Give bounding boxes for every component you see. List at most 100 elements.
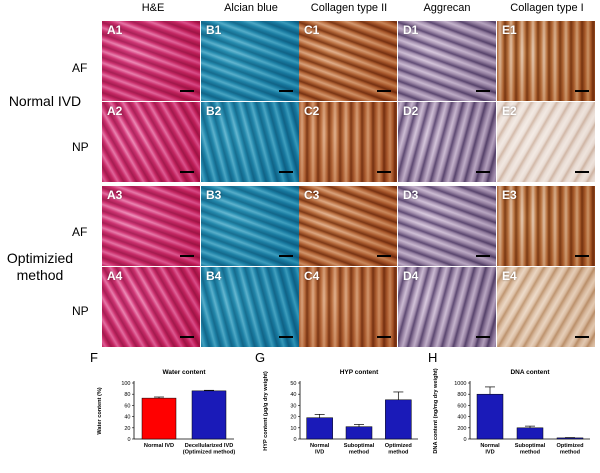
y-tick-label: 20 — [124, 426, 130, 432]
column-header-collagen-i: Collagen type I — [510, 2, 584, 14]
column-header-collagen-ii: Collagen type II — [310, 2, 388, 14]
y-tick-label: 0 — [127, 437, 130, 443]
tissue-texture — [201, 267, 299, 347]
histology-tile-b3: B3 — [201, 186, 299, 266]
tissue-texture — [102, 267, 200, 347]
row-label-np-1: NP — [72, 140, 89, 154]
y-tick-label: 600 — [457, 403, 466, 409]
histology-tile-b2: B2 — [201, 102, 299, 182]
tile-label: E3 — [502, 188, 517, 202]
panel-letter-g: G — [255, 350, 266, 365]
category-label: Normal IVD — [480, 443, 500, 456]
category-label: Optimized method — [385, 443, 413, 456]
tissue-texture — [201, 21, 299, 101]
row-label-np-2: NP — [72, 304, 89, 318]
histology-tile-d3: D3 — [398, 186, 496, 266]
y-tick-label: 200 — [457, 426, 466, 432]
y-tick-label: 100 — [121, 381, 130, 387]
tissue-texture — [497, 186, 595, 266]
tile-label: D1 — [403, 23, 419, 37]
tissue-texture — [299, 186, 397, 266]
histology-tile-c3: C3 — [299, 186, 397, 266]
scale-bar — [180, 336, 194, 338]
dna-content-chart: DNA content DNA content (ng/mg dry weight… — [433, 368, 590, 456]
bar-2 — [556, 437, 584, 440]
histology-tile-c2: C2 — [299, 102, 397, 182]
chart-title: HYP content — [340, 369, 379, 376]
scale-bar — [377, 336, 391, 338]
y-tick-label: 40 — [124, 415, 130, 421]
tissue-texture — [102, 186, 200, 266]
tissue-texture — [398, 102, 496, 182]
category-label: Normal IVD — [144, 443, 174, 449]
histology-tile-e3: E3 — [497, 186, 595, 266]
tissue-texture — [497, 267, 595, 347]
category-label: Suboptimal method — [515, 443, 546, 456]
tile-label: B2 — [206, 104, 222, 118]
tissue-texture — [398, 186, 496, 266]
tile-label: A2 — [107, 104, 123, 118]
tissue-texture — [299, 267, 397, 347]
y-tick-label: 80 — [124, 392, 130, 398]
bar-0 — [306, 417, 333, 440]
histology-tile-a4: A4 — [102, 267, 200, 347]
bar-2 — [385, 399, 412, 440]
scale-bar — [377, 90, 391, 92]
scale-bar — [180, 171, 194, 173]
tile-label: C4 — [304, 269, 320, 283]
scale-bar — [279, 90, 293, 92]
scale-bar — [575, 171, 589, 173]
scale-bar — [377, 171, 391, 173]
tile-label: D3 — [403, 188, 419, 202]
tissue-texture — [299, 21, 397, 101]
histology-tile-a2: A2 — [102, 102, 200, 182]
panel-letter-h: H — [428, 350, 438, 365]
bar-1 — [191, 390, 227, 440]
y-axis-label: DNA content (ng/mg dry weight) — [433, 368, 439, 453]
histology-tile-e1: E1 — [497, 21, 595, 101]
category-label: Decellularized IVD (Optimized method) — [183, 443, 236, 456]
tile-label: B1 — [206, 23, 222, 37]
tile-label: D2 — [403, 104, 419, 118]
histology-tile-d4: D4 — [398, 267, 496, 347]
y-tick-label: 60 — [124, 403, 130, 409]
scale-bar — [476, 255, 490, 257]
y-tick-label: 0 — [463, 437, 466, 443]
tile-label: B3 — [206, 188, 222, 202]
row-label-af-1: AF — [72, 61, 88, 75]
scale-bar — [476, 171, 490, 173]
tile-label: E1 — [502, 23, 517, 37]
tile-label: A1 — [107, 23, 123, 37]
tissue-texture — [398, 21, 496, 101]
tile-label: C2 — [304, 104, 320, 118]
histology-tile-d2: D2 — [398, 102, 496, 182]
scale-bar — [180, 90, 194, 92]
scale-bar — [377, 255, 391, 257]
tissue-texture — [299, 102, 397, 182]
group-label-normal-ivd: Normal IVD — [8, 93, 82, 109]
panel-letter-f: F — [90, 350, 98, 365]
hyp-content-chart: HYP content HYP content (µg/g dry weight)… — [263, 369, 418, 456]
tile-label: A4 — [107, 269, 123, 283]
tissue-texture — [201, 102, 299, 182]
scale-bar — [279, 336, 293, 338]
tissue-texture — [102, 21, 200, 101]
scale-bar — [575, 255, 589, 257]
tile-label: E4 — [502, 269, 517, 283]
category-label: Optimized method — [556, 443, 584, 456]
scale-bar — [279, 255, 293, 257]
y-axis-label: HYP content (µg/g dry weight) — [263, 371, 269, 451]
tissue-texture — [201, 186, 299, 266]
histology-tile-b1: B1 — [201, 21, 299, 101]
category-label: Normal IVD — [310, 443, 330, 456]
tile-label: A3 — [107, 188, 123, 202]
histology-tile-e4: E4 — [497, 267, 595, 347]
tile-label: C1 — [304, 23, 320, 37]
y-tick-label: 0 — [293, 437, 296, 443]
scale-bar — [575, 90, 589, 92]
scale-bar — [476, 336, 490, 338]
histology-tile-d1: D1 — [398, 21, 496, 101]
histology-tile-c4: C4 — [299, 267, 397, 347]
y-tick-label: 1000 — [454, 381, 466, 387]
y-tick-label: 400 — [457, 415, 466, 421]
